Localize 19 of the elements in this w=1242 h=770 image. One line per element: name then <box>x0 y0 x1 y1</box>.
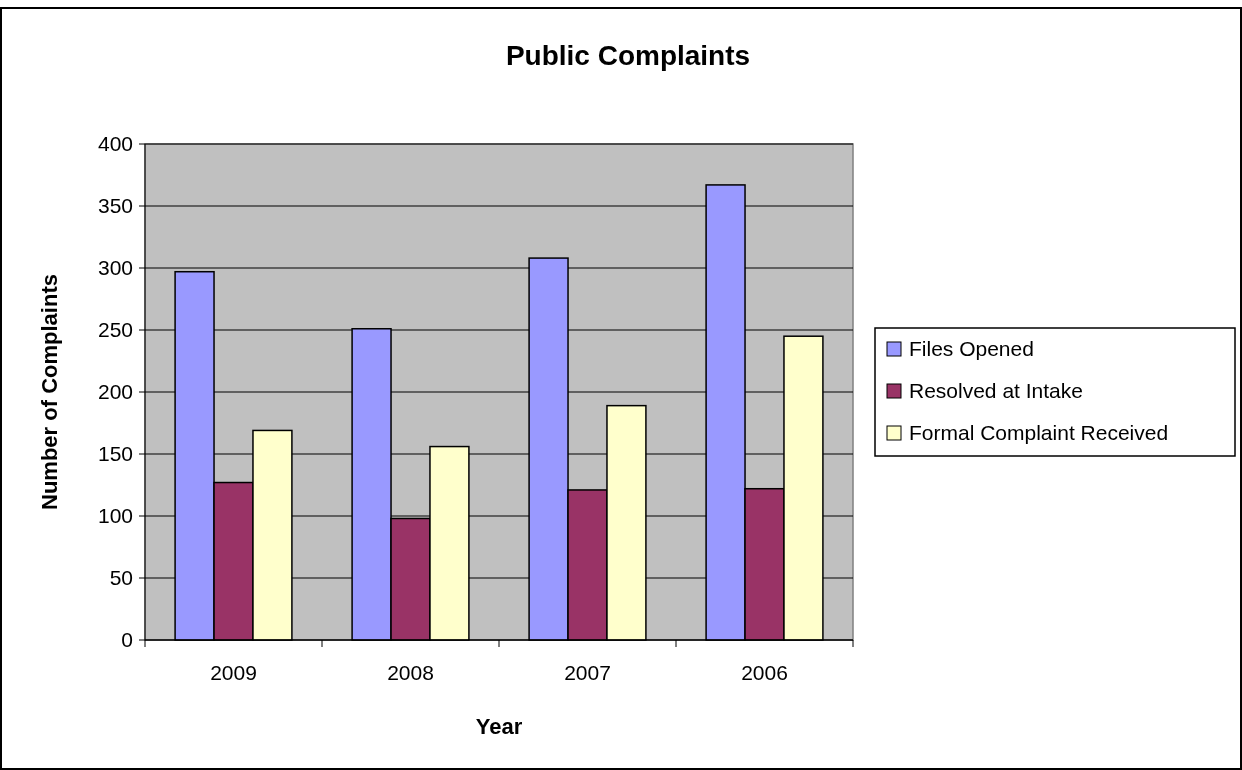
x-tick-label: 2008 <box>387 661 434 684</box>
x-tick-label: 2007 <box>564 661 611 684</box>
y-tick-label: 100 <box>97 504 133 528</box>
y-tick-label: 400 <box>97 132 133 156</box>
y-tick-label: 0 <box>121 628 133 652</box>
y-axis-title: Number of Complaints <box>37 274 62 510</box>
y-tick-label: 250 <box>97 318 133 342</box>
chart-title: Public Complaints <box>505 40 751 71</box>
y-tick-label: 300 <box>97 256 133 280</box>
legend-label: Formal Complaint Received <box>909 421 1169 445</box>
y-tick-label: 150 <box>97 442 133 466</box>
legend-label: Resolved at Intake <box>909 379 1083 403</box>
y-tick-label: 350 <box>97 194 133 218</box>
y-tick-label: 50 <box>109 566 133 590</box>
x-axis-title: Year <box>475 714 523 739</box>
legend-label: Files Opened <box>909 337 1034 361</box>
x-tick-label: 2009 <box>210 661 257 684</box>
y-tick-label: 200 <box>97 380 133 404</box>
x-tick-label: 2006 <box>741 661 788 684</box>
